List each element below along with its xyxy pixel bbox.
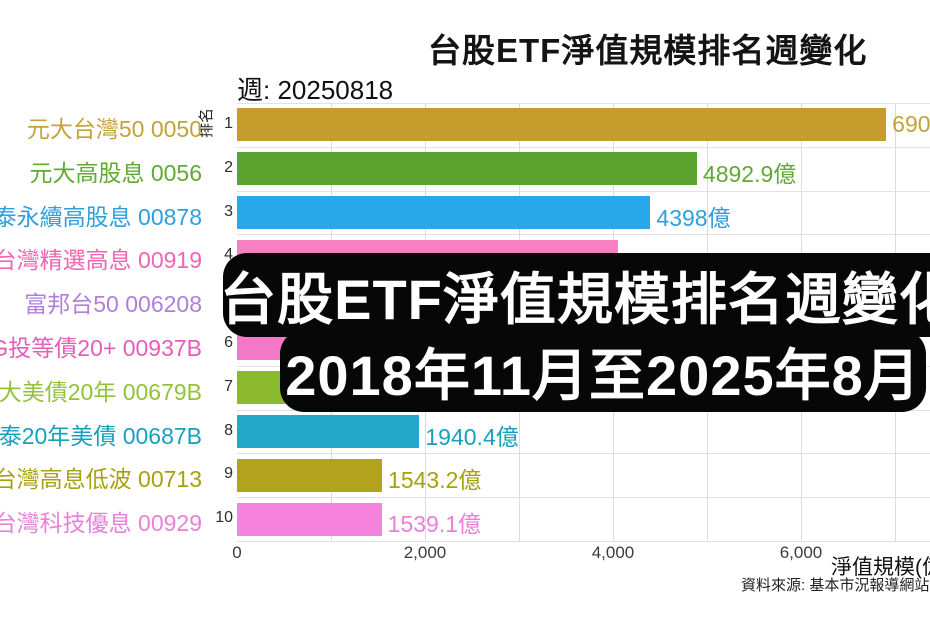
- bar-value-label: 4892.9億: [702, 160, 797, 187]
- x-axis-label: 淨值規模(億元): [831, 556, 930, 579]
- rank-number: 10: [215, 509, 233, 527]
- chart-title: 台股ETF淨值規模排名週變化: [428, 32, 868, 69]
- bar-value-label: 4398億: [656, 204, 731, 231]
- gridline-horizontal: [237, 453, 930, 455]
- etf-name-label: 國泰20年美債 00687B: [0, 422, 202, 449]
- data-source-note: 資料來源: 基本市況報導網站: [741, 577, 930, 594]
- etf-name-label: 復華台灣科技優息 00929: [0, 510, 202, 537]
- etf-name-label: 元大台灣高息低波 00713: [0, 466, 202, 493]
- rank-number: 3: [224, 202, 233, 220]
- gridline-horizontal: [237, 190, 930, 192]
- gridline-horizontal: [237, 103, 930, 104]
- bar: [237, 196, 651, 229]
- x-axis-tick-label: 2,000: [403, 543, 447, 562]
- etf-name-label: 元大美債20年 00679B: [0, 378, 202, 405]
- gridline-horizontal: [237, 234, 930, 236]
- gridline-horizontal: [237, 541, 930, 542]
- bar: [237, 152, 697, 186]
- bar: [237, 415, 420, 448]
- etf-name-label: 群益台灣精選高息 00919: [0, 247, 202, 274]
- rank-number: 6: [224, 333, 233, 351]
- etf-name-label: 富邦台50 006208: [24, 291, 202, 318]
- rank-number: 7: [224, 377, 233, 395]
- bar-value-label: 1940.4億: [425, 423, 519, 450]
- bar: [237, 108, 887, 142]
- etf-name-label: 群益ESG投等債20+ 00937B: [0, 334, 202, 361]
- gridline-horizontal: [237, 146, 930, 148]
- etf-name-label: 元大高股息 0056: [29, 159, 202, 186]
- rank-number: 1: [224, 114, 233, 132]
- bar-value-label: 6906: [892, 110, 930, 137]
- bar: [237, 502, 382, 536]
- bar-value-label: 1539.1億: [387, 511, 482, 538]
- gridline-horizontal: [237, 497, 930, 499]
- bar-value-label: 1543.2億: [388, 467, 482, 494]
- rank-number: 2: [224, 158, 233, 176]
- x-axis-tick-label: 6,000: [779, 543, 823, 562]
- bar: [237, 458, 383, 492]
- rank-number: 8: [224, 421, 233, 439]
- etf-name-label: 國泰永續高股息 00878: [0, 203, 202, 230]
- x-axis-tick-label: 4,000: [591, 543, 635, 562]
- caption-overlay-title: 台股ETF淨值規模排名週變化: [220, 253, 930, 337]
- week-frame-label: 週: 20250818: [237, 75, 394, 105]
- caption-overlay-daterange: 2018年11月至2025年8月: [280, 330, 926, 412]
- rank-number: 9: [224, 465, 233, 483]
- etf-name-label: 元大台灣50 0050: [26, 115, 202, 142]
- x-axis-tick-label: 0: [232, 543, 242, 562]
